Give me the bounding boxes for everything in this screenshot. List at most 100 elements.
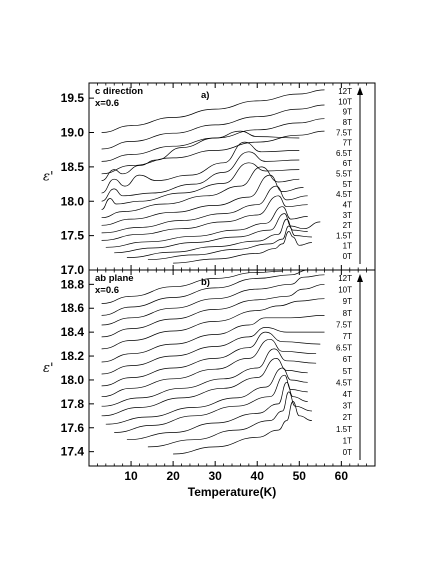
series-line-ab-7.5T xyxy=(101,298,325,350)
series-line-c-0T xyxy=(173,231,312,264)
field-label-ab-0T: 0T xyxy=(343,448,352,457)
field-label-c-0T: 0T xyxy=(343,252,352,261)
y-tick-label-c-18.0: 18.0 xyxy=(61,194,85,208)
y-tick-label-ab-18.4: 18.4 xyxy=(61,325,85,339)
series-line-c-10T xyxy=(101,104,325,150)
x-tick-label-10: 10 xyxy=(124,469,138,483)
field-label-c-12T: 12T xyxy=(338,87,352,96)
field-label-c-6.5T: 6.5T xyxy=(336,149,352,158)
x-tick-label-30: 30 xyxy=(208,469,222,483)
series-line-c-8T xyxy=(101,130,325,175)
field-label-c-7.5T: 7.5T xyxy=(336,128,352,137)
series-line-ab-1T xyxy=(147,391,312,448)
series-line-ab-3T xyxy=(105,367,308,425)
field-label-ab-12T: 12T xyxy=(338,274,352,283)
plot-frame-c xyxy=(88,82,376,271)
field-label-c-8T: 8T xyxy=(343,118,352,127)
y-tick-label-ab-18.2: 18.2 xyxy=(61,349,85,363)
series-line-ab-6T xyxy=(101,331,321,387)
plot-frame-ab xyxy=(88,269,376,467)
field-label-ab-3T: 3T xyxy=(343,402,352,411)
y-tick-label-ab-17.4: 17.4 xyxy=(61,445,85,459)
field-label-c-5T: 5T xyxy=(343,180,352,189)
series-line-c-4.5T xyxy=(101,185,308,234)
field-label-ab-1T: 1T xyxy=(343,436,352,445)
field-label-ab-6T: 6T xyxy=(343,355,352,364)
series-line-ab-10T xyxy=(101,269,308,316)
series-line-ab-4T xyxy=(101,358,308,417)
series-line-c-1T xyxy=(147,225,312,261)
field-arrow-head-c xyxy=(357,87,363,95)
series-line-ab-9T xyxy=(101,274,325,326)
y-axis-title-c: ε' xyxy=(43,170,54,185)
x-axis-title: Temperature(K) xyxy=(188,485,276,499)
x-tick-label-40: 40 xyxy=(251,469,265,483)
field-label-c-9T: 9T xyxy=(343,108,352,117)
field-label-ab-7.5T: 7.5T xyxy=(336,320,352,329)
panel-label-c: a) xyxy=(201,90,209,101)
panel-composition-ab: x=0.6 xyxy=(95,285,119,296)
field-label-c-3T: 3T xyxy=(343,211,352,220)
field-label-c-1.5T: 1.5T xyxy=(336,231,352,240)
field-label-ab-7T: 7T xyxy=(343,332,352,341)
series-line-ab-4.5T xyxy=(101,348,317,407)
series-line-c-4T xyxy=(101,195,308,241)
field-label-ab-6.5T: 6.5T xyxy=(336,344,352,353)
panel-composition-c: x=0.6 xyxy=(95,98,119,109)
x-tick-label-60: 60 xyxy=(335,469,349,483)
x-tick-label-20: 20 xyxy=(166,469,180,483)
y-tick-label-c-17.0: 17.0 xyxy=(61,263,85,277)
y-axis-title-ab: ε' xyxy=(43,361,54,376)
y-tick-label-c-19.0: 19.0 xyxy=(61,126,85,140)
series-line-c-5.5T xyxy=(101,166,300,219)
panel-label-ab: b) xyxy=(201,277,210,288)
field-label-c-4T: 4T xyxy=(343,200,352,209)
y-tick-label-ab-17.6: 17.6 xyxy=(61,421,85,435)
series-line-c-1.5T xyxy=(126,218,308,258)
series-line-ab-0T xyxy=(173,401,312,455)
series-line-ab-5T xyxy=(101,338,317,398)
field-label-c-5.5T: 5.5T xyxy=(336,170,352,179)
panel-annotation-c: c direction xyxy=(95,86,143,97)
series-line-c-6T xyxy=(101,162,300,210)
panel-ab-plane: 10 20 30 40 50 60 Temperature(K) 17.4 17.6 17.8 18… xyxy=(43,269,376,499)
field-label-ab-10T: 10T xyxy=(338,286,352,295)
series-line-ab-12T xyxy=(101,270,283,304)
field-label-c-7T: 7T xyxy=(343,139,352,148)
field-label-ab-5T: 5T xyxy=(343,367,352,376)
series-line-c-7.5T xyxy=(101,130,300,181)
panel-c-direction: 17.0 17.5 18.0 18.5 19.0 19.5 ε' c directionx=0… xyxy=(43,82,376,277)
y-tick-label-c-18.5: 18.5 xyxy=(61,160,85,174)
series-line-ab-7T xyxy=(101,315,325,363)
field-label-c-1T: 1T xyxy=(343,242,352,251)
series-line-c-12T xyxy=(101,89,325,133)
y-tick-label-ab-18.0: 18.0 xyxy=(61,373,85,387)
series-line-ab-8T xyxy=(101,283,325,338)
field-arrow-head-ab xyxy=(357,274,363,282)
series-line-ab-1.5T xyxy=(126,381,308,441)
field-label-ab-9T: 9T xyxy=(343,297,352,306)
field-label-c-4.5T: 4.5T xyxy=(336,190,352,199)
series-line-c-5T xyxy=(101,174,304,226)
field-label-c-6T: 6T xyxy=(343,159,352,168)
y-tick-label-c-17.5: 17.5 xyxy=(61,229,85,243)
series-line-ab-6.5T xyxy=(101,327,325,375)
field-label-ab-4.5T: 4.5T xyxy=(336,378,352,387)
series-line-c-2T xyxy=(114,213,321,254)
panel-annotation-ab: ab plane xyxy=(95,273,134,284)
y-tick-label-ab-17.8: 17.8 xyxy=(61,397,85,411)
y-tick-label-ab-18.8: 18.8 xyxy=(61,277,85,291)
field-label-ab-1.5T: 1.5T xyxy=(336,425,352,434)
field-label-ab-2T: 2T xyxy=(343,413,352,422)
series-line-ab-2T xyxy=(114,374,308,433)
series-line-c-6.5T xyxy=(101,151,300,202)
field-label-ab-8T: 8T xyxy=(343,309,352,318)
field-label-c-2T: 2T xyxy=(343,221,352,230)
field-label-c-10T: 10T xyxy=(338,97,352,106)
y-tick-label-ab-18.6: 18.6 xyxy=(61,301,85,315)
y-tick-label-c-19.5: 19.5 xyxy=(61,91,85,105)
field-label-ab-4T: 4T xyxy=(343,390,352,399)
series-line-c-3T xyxy=(105,206,308,248)
series-line-c-7T xyxy=(101,141,300,194)
